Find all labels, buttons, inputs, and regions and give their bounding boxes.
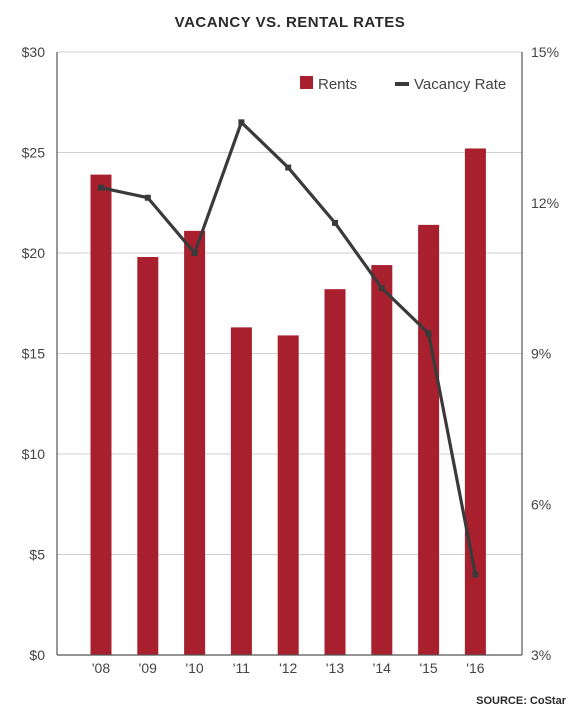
x-tick-label: '14 xyxy=(373,660,391,676)
left-tick-label: $25 xyxy=(22,145,46,161)
right-tick-label: 12% xyxy=(531,195,559,211)
rent-bar-16 xyxy=(464,148,486,656)
vacancy-point-16 xyxy=(472,571,479,578)
left-axis-ticks: $0 $5 $10 $15 $20 $25 $30 xyxy=(22,44,46,663)
vacancy-point-15 xyxy=(425,330,432,337)
x-tick-label: '11 xyxy=(233,660,250,676)
left-tick-label: $15 xyxy=(22,346,46,362)
left-tick-label: $0 xyxy=(29,647,45,663)
legend: Rents Vacancy Rate xyxy=(300,76,506,93)
x-axis-ticks: '08 '09 '10 '11 '12 '13 '14 '15 '16 xyxy=(92,660,485,676)
rent-bar-11 xyxy=(230,327,252,655)
x-tick-label: '16 xyxy=(466,660,484,676)
rent-bar-13 xyxy=(324,289,346,655)
x-tick-label: '15 xyxy=(419,660,437,676)
right-tick-label: 3% xyxy=(531,647,551,663)
right-axis-ticks: 3% 6% 9% 12% 15% xyxy=(531,44,559,663)
legend-rents-label: Rents xyxy=(318,76,357,93)
vacancy-point-09 xyxy=(144,194,151,201)
rent-bar-14 xyxy=(371,265,393,655)
right-tick-label: 9% xyxy=(531,346,551,362)
legend-rents-swatch xyxy=(300,76,313,89)
axes xyxy=(56,52,523,656)
left-tick-label: $30 xyxy=(22,44,46,60)
vacancy-line xyxy=(98,119,479,578)
x-tick-label: '10 xyxy=(185,660,203,676)
left-tick-label: $20 xyxy=(22,245,46,261)
legend-vacancy-label: Vacancy Rate xyxy=(414,76,506,93)
vacancy-point-08 xyxy=(98,184,104,191)
vacancy-point-10 xyxy=(191,250,198,256)
vacancy-point-11 xyxy=(238,119,245,126)
vacancy-point-12 xyxy=(285,164,292,171)
x-tick-label: '08 xyxy=(92,660,110,676)
rent-bar-08 xyxy=(90,174,112,656)
chart-title: VACANCY VS. RENTAL RATES xyxy=(174,14,406,31)
x-tick-label: '09 xyxy=(139,660,157,676)
source-note: SOURCE: CoStar xyxy=(476,695,566,707)
rent-bar-15 xyxy=(418,224,440,656)
vacancy-point-13 xyxy=(332,219,338,226)
rent-bar-10 xyxy=(184,230,206,655)
right-tick-label: 6% xyxy=(531,496,551,512)
rent-bars xyxy=(90,148,486,656)
right-tick-label: 15% xyxy=(531,44,559,60)
x-tick-label: '13 xyxy=(326,660,344,676)
left-tick-label: $5 xyxy=(29,547,45,563)
vacancy-point-14 xyxy=(378,285,385,292)
rent-bar-12 xyxy=(277,335,299,655)
rent-bar-09 xyxy=(137,257,159,655)
x-tick-label: '12 xyxy=(279,660,297,676)
legend-vacancy-swatch xyxy=(395,82,409,86)
left-tick-label: $10 xyxy=(22,446,46,462)
